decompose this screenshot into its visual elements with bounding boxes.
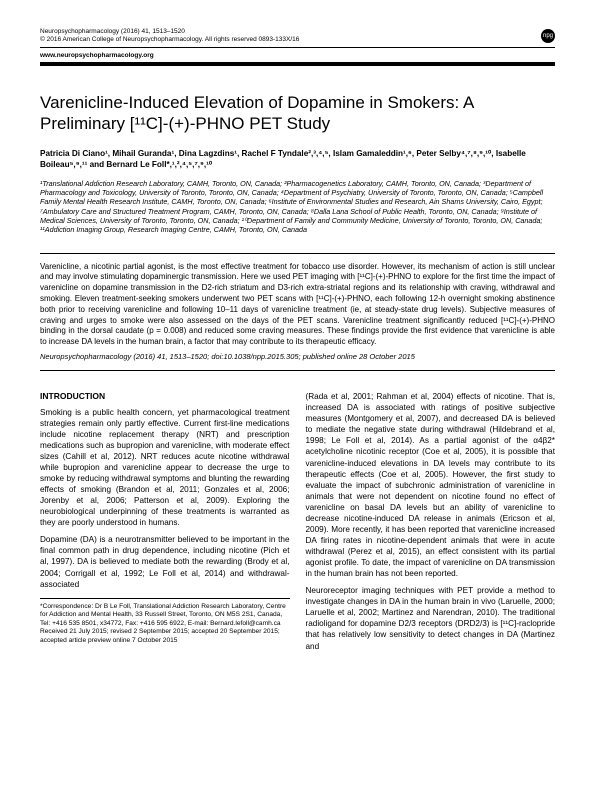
- website-url: www.neuropsychopharmacology.org: [40, 50, 555, 66]
- author-list: Patricia Di Ciano¹, Mihail Guranda¹, Din…: [40, 148, 555, 170]
- correspondence-footnote: *Correspondence: Dr B Le Foll, Translati…: [40, 598, 290, 646]
- npg-logo-icon: npg: [541, 29, 555, 43]
- column-left: INTRODUCTION Smoking is a public health …: [40, 391, 290, 657]
- header-text: Neuropsychopharmacology (2016) 41, 1513–…: [40, 28, 299, 45]
- abstract-citation: Neuropsychopharmacology (2016) 41, 1513–…: [40, 352, 555, 362]
- copyright-line: © 2016 American College of Neuropsychoph…: [40, 36, 299, 44]
- affiliations: ¹Translational Addiction Research Labora…: [40, 179, 555, 235]
- abstract-text: Varenicline, a nicotinic partial agonist…: [40, 262, 555, 347]
- author-names: Patricia Di Ciano¹, Mihail Guranda¹, Din…: [40, 149, 526, 169]
- body-columns: INTRODUCTION Smoking is a public health …: [40, 391, 555, 657]
- introduction-heading: INTRODUCTION: [40, 391, 290, 402]
- intro-paragraph-1: Smoking is a public health concern, yet …: [40, 407, 290, 529]
- col2-paragraph-1: (Rada et al, 2001; Rahman et al, 2004) e…: [306, 391, 556, 579]
- intro-paragraph-2: Dopamine (DA) is a neurotransmitter beli…: [40, 534, 290, 589]
- abstract-box: Varenicline, a nicotinic partial agonist…: [40, 253, 555, 372]
- journal-header: Neuropsychopharmacology (2016) 41, 1513–…: [40, 28, 555, 48]
- article-title: Varenicline-Induced Elevation of Dopamin…: [40, 92, 555, 135]
- column-right: (Rada et al, 2001; Rahman et al, 2004) e…: [306, 391, 556, 657]
- col2-paragraph-2: Neuroreceptor imaging techniques with PE…: [306, 585, 556, 651]
